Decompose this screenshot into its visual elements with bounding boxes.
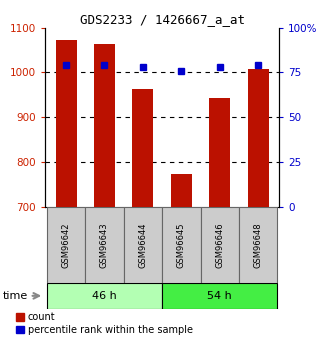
Bar: [56, 40, 77, 207]
Text: GSM96642: GSM96642: [62, 222, 71, 268]
Text: GSM96643: GSM96643: [100, 222, 109, 268]
Legend: count, percentile rank within the sample: count, percentile rank within the sample: [16, 312, 193, 335]
Bar: [47, 207, 85, 283]
Bar: [132, 89, 153, 207]
Text: GSM96644: GSM96644: [138, 222, 147, 268]
Text: GSM96646: GSM96646: [215, 222, 224, 268]
Text: 54 h: 54 h: [207, 291, 232, 301]
Bar: [171, 174, 192, 207]
Text: GSM96648: GSM96648: [254, 222, 263, 268]
Bar: [85, 207, 124, 283]
Bar: [209, 98, 230, 207]
Bar: [201, 207, 239, 283]
Bar: [162, 207, 201, 283]
Text: 46 h: 46 h: [92, 291, 117, 301]
Bar: [239, 207, 277, 283]
Text: time: time: [3, 291, 29, 301]
Bar: [47, 283, 162, 309]
Bar: [162, 283, 277, 309]
Title: GDS2233 / 1426667_a_at: GDS2233 / 1426667_a_at: [80, 13, 245, 27]
Text: GSM96645: GSM96645: [177, 222, 186, 268]
Bar: [247, 69, 269, 207]
Bar: [94, 44, 115, 207]
Bar: [124, 207, 162, 283]
